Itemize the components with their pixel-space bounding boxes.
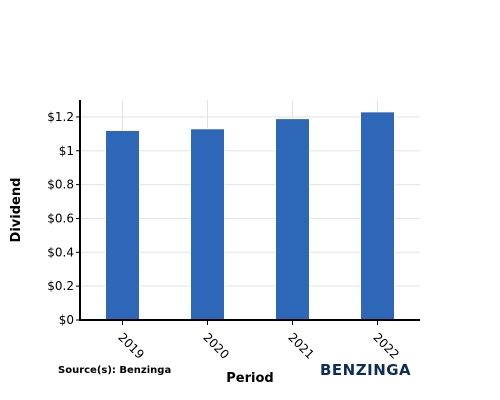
x-tick-label: 2019 [115, 330, 146, 361]
y-tick-label: $0.4 [47, 245, 74, 259]
y-tick-label: $1 [59, 144, 74, 158]
x-tick-label: 2021 [285, 330, 316, 361]
x-axis-title: Period [226, 371, 273, 386]
bar-2022 [360, 111, 395, 321]
bars [105, 111, 395, 321]
y-tick-label: $1.2 [47, 110, 74, 124]
y-tick-label: $0 [59, 313, 74, 327]
bar-2021 [275, 118, 310, 321]
y-tick-label: $0.6 [47, 211, 74, 225]
y-tick-label: $0.2 [47, 279, 74, 293]
x-tick-label: 2020 [200, 330, 231, 361]
benzinga-logo: BENZINGA [320, 361, 411, 379]
bar-2019 [105, 129, 140, 321]
x-tick-label: 2022 [370, 330, 401, 361]
x-ticks: 2019 2020 2021 2022 [115, 320, 402, 362]
y-ticks: $0 $0.2 $0.4 $0.6 $0.8 $1 $1.2 [47, 110, 80, 327]
bar-2020 [190, 128, 225, 321]
y-axis-title: Dividend [9, 178, 24, 243]
source-note: Source(s): Benzinga [58, 365, 171, 376]
y-tick-label: $0.8 [47, 178, 74, 192]
axes [79, 100, 420, 321]
